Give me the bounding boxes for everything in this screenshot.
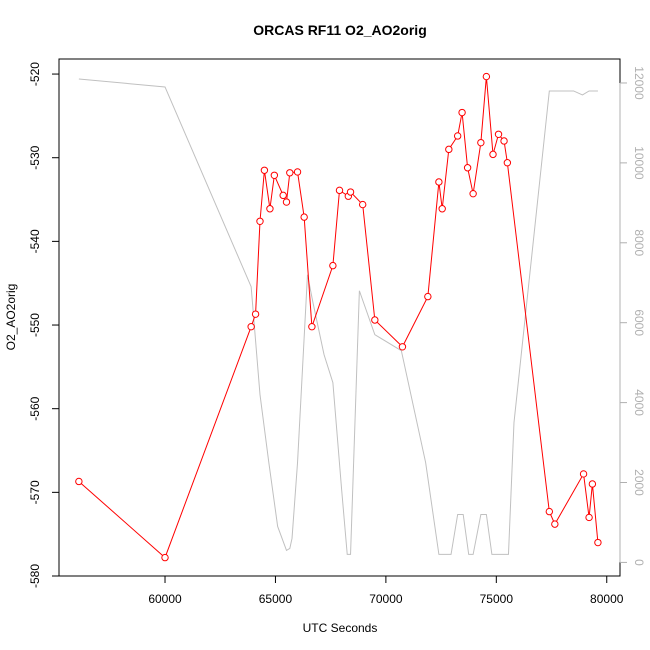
primary-series-point-8 <box>279 191 287 200</box>
y2-tick-label-4: 8000 <box>632 229 646 256</box>
primary-series-point-26 <box>458 108 466 117</box>
primary-series-point-20 <box>398 343 407 351</box>
primary-series-point-24 <box>445 145 453 154</box>
primary-series-point-10 <box>286 169 294 177</box>
y-tick-label-6: -520 <box>28 62 42 86</box>
primary-series-point-23 <box>438 205 446 213</box>
primary-series-point-30 <box>482 72 491 81</box>
primary-series-point-34 <box>503 159 512 167</box>
primary-series-point-32 <box>494 130 503 138</box>
x-tick-label-2: 70000 <box>369 592 403 606</box>
y2-tick-label-3: 6000 <box>632 309 646 336</box>
x-axis: 60000 65000 70000 75000 80000 <box>148 575 624 606</box>
primary-series-point-12 <box>300 213 308 221</box>
primary-series-line <box>78 76 599 559</box>
y-tick-label-4: -540 <box>28 229 42 253</box>
primary-series-point-6 <box>266 205 274 213</box>
primary-series-point-11 <box>293 168 302 176</box>
y2-axis: 0 2000 4000 6000 8000 10000 12000 <box>619 66 646 566</box>
primary-series-point-0 <box>75 477 83 486</box>
primary-series-point-3 <box>251 310 260 318</box>
y2-tick-label-6: 12000 <box>632 66 646 100</box>
x-axis-label: UTC Seconds <box>303 621 378 635</box>
x-tick-label-1: 65000 <box>259 592 293 606</box>
series-layer <box>75 72 602 562</box>
y-tick-label-1: -570 <box>28 480 42 504</box>
primary-series-point-40 <box>594 538 602 547</box>
y-tick-label-2: -560 <box>28 396 42 420</box>
y-tick-label-0: -580 <box>28 564 42 588</box>
primary-series-point-27 <box>463 164 472 172</box>
x-tick-label-4: 80000 <box>590 592 624 606</box>
primary-series-point-31 <box>489 150 497 159</box>
primary-series-point-5 <box>260 166 269 174</box>
primary-series-point-1 <box>161 553 169 562</box>
primary-series-point-37 <box>579 470 588 478</box>
primary-series-point-29 <box>477 138 485 147</box>
primary-series-point-17 <box>346 188 355 196</box>
primary-series-point-33 <box>500 137 508 145</box>
primary-series-point-25 <box>453 132 462 140</box>
plot-area-border <box>58 58 621 577</box>
primary-series-point-36 <box>551 520 559 528</box>
y2-tick-label-0: 0 <box>632 559 646 566</box>
primary-series-point-39 <box>588 480 597 488</box>
primary-series-point-13 <box>308 323 316 331</box>
primary-series-point-35 <box>545 507 554 516</box>
y-axis-label: O2_AO2orig <box>4 284 18 351</box>
y-tick-label-5: -530 <box>28 145 42 169</box>
primary-series-point-21 <box>424 292 432 301</box>
primary-series-point-14 <box>329 261 337 270</box>
primary-series-point-9 <box>282 198 291 206</box>
primary-series-point-28 <box>469 189 477 198</box>
secondary-series-line <box>78 78 598 555</box>
y2-tick-label-2: 4000 <box>632 389 646 416</box>
primary-series-point-2 <box>247 323 255 331</box>
y-tick-label-3: -550 <box>28 313 42 337</box>
chart-title: ORCAS RF11 O2_AO2orig <box>253 22 427 38</box>
x-tick-label-3: 75000 <box>480 592 514 606</box>
primary-series-point-22 <box>435 178 443 186</box>
primary-series-point-38 <box>585 513 593 522</box>
primary-series-point-15 <box>335 186 344 195</box>
primary-series-point-7 <box>270 171 279 179</box>
y2-tick-label-5: 10000 <box>632 146 646 180</box>
primary-series-point-4 <box>256 217 264 225</box>
y-axis: -580 -570 -560 -550 -540 -530 -520 <box>28 62 60 588</box>
primary-series-point-18 <box>358 200 367 209</box>
x-tick-label-0: 60000 <box>148 592 182 606</box>
y2-tick-label-1: 2000 <box>632 469 646 496</box>
primary-series-point-19 <box>371 316 379 324</box>
